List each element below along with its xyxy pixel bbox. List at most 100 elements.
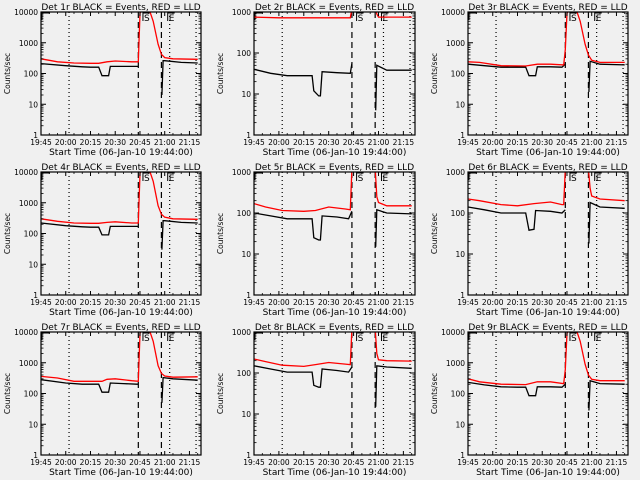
x-tick-label: 19:45 bbox=[30, 138, 52, 147]
y-tick-label: 10000 bbox=[441, 328, 465, 337]
x-tick-label: 20:45 bbox=[556, 458, 578, 467]
y-tick-label: 1000 bbox=[446, 168, 465, 177]
start-marker-label: S bbox=[358, 334, 364, 344]
start-bracket-left bbox=[254, 332, 263, 340]
x-tick-label: 20:30 bbox=[318, 458, 340, 467]
plot-frame bbox=[40, 171, 202, 296]
x-tick-label: 20:00 bbox=[268, 458, 290, 467]
start-marker-bracket bbox=[142, 332, 150, 341]
y-tick-label: 10 bbox=[28, 420, 38, 429]
plot-frame bbox=[253, 171, 416, 296]
chart-title: Det 3r BLACK = Events, RED = LLD bbox=[468, 3, 627, 13]
y-tick-label: 100 bbox=[237, 49, 252, 58]
x-tick-label: 19:45 bbox=[457, 138, 479, 147]
x-tick-label: 20:00 bbox=[55, 458, 77, 467]
y-axis-label: Counts/sec bbox=[3, 53, 12, 94]
start-marker-label: S bbox=[144, 14, 150, 24]
x-axis-label: Start Time (06-Jan-10 19:44:00) bbox=[263, 308, 407, 318]
y-tick-label: 1 bbox=[33, 291, 38, 300]
x-axis-label: Start Time (06-Jan-10 19:44:00) bbox=[49, 468, 193, 478]
x-tick-label: 20:45 bbox=[343, 298, 365, 307]
series-line-lld bbox=[41, 332, 198, 383]
x-tick-label: 19:45 bbox=[243, 458, 265, 467]
x-tick-label: 21:15 bbox=[179, 138, 201, 147]
x-tick-label: 20:45 bbox=[129, 458, 151, 467]
chart-title: Det 9r BLACK = Events, RED = LLD bbox=[468, 323, 627, 333]
end-marker-bracket bbox=[594, 172, 602, 181]
x-axis-label: Start Time (06-Jan-10 19:44:00) bbox=[263, 148, 407, 158]
plot-frame bbox=[467, 11, 629, 136]
x-tick-label: 19:45 bbox=[457, 298, 479, 307]
y-tick-label: 1 bbox=[460, 291, 465, 300]
series-line-lld bbox=[254, 12, 412, 19]
plot-frame bbox=[253, 11, 416, 136]
x-tick-label: 20:00 bbox=[482, 298, 504, 307]
x-tick-label: 20:30 bbox=[104, 138, 126, 147]
y-tick-label: 10 bbox=[241, 410, 251, 419]
x-tick-label: 21:15 bbox=[393, 298, 415, 307]
end-marker-label: E bbox=[169, 14, 175, 24]
chart-title: Det 5r BLACK = Events, RED = LLD bbox=[255, 163, 414, 173]
y-axis-label: Counts/sec bbox=[216, 53, 225, 94]
x-tick-label: 21:15 bbox=[393, 458, 415, 467]
x-tick-label: 20:30 bbox=[531, 298, 553, 307]
series-line-lld bbox=[254, 172, 412, 212]
y-tick-label: 10 bbox=[455, 250, 465, 259]
x-tick-label: 20:00 bbox=[55, 138, 77, 147]
y-tick-label: 10000 bbox=[14, 8, 38, 17]
x-axis-label: Start Time (06-Jan-10 19:44:00) bbox=[476, 308, 620, 318]
end-marker-bracket bbox=[594, 12, 602, 21]
series-line-events bbox=[41, 60, 198, 96]
x-tick-label: 20:30 bbox=[104, 458, 126, 467]
y-tick-label: 10 bbox=[241, 250, 251, 259]
x-tick-label: 20:45 bbox=[556, 138, 578, 147]
y-tick-label: 1 bbox=[246, 131, 251, 140]
y-tick-label: 10 bbox=[455, 100, 465, 109]
y-tick-label: 100 bbox=[451, 390, 466, 399]
plot-frame bbox=[40, 331, 202, 456]
y-tick-label: 1000 bbox=[232, 328, 251, 337]
x-tick-label: 20:00 bbox=[482, 138, 504, 147]
plot-frame bbox=[467, 171, 629, 296]
start-marker-label: S bbox=[571, 14, 577, 24]
x-tick-label: 21:00 bbox=[581, 298, 603, 307]
x-tick-label: 21:15 bbox=[393, 138, 415, 147]
series-line-events bbox=[41, 376, 198, 403]
y-tick-label: 10 bbox=[28, 260, 38, 269]
y-tick-label: 1 bbox=[246, 291, 251, 300]
x-tick-label: 20:00 bbox=[268, 298, 290, 307]
end-marker-bracket bbox=[380, 332, 389, 341]
x-tick-label: 20:45 bbox=[343, 458, 365, 467]
x-tick-label: 21:00 bbox=[154, 138, 176, 147]
x-axis-label: Start Time (06-Jan-10 19:44:00) bbox=[476, 148, 620, 158]
y-tick-label: 1 bbox=[460, 451, 465, 460]
y-tick-label: 1000 bbox=[19, 199, 38, 208]
x-axis-label: Start Time (06-Jan-10 19:44:00) bbox=[49, 308, 193, 318]
x-tick-label: 21:00 bbox=[368, 458, 390, 467]
series-line-events bbox=[468, 201, 625, 244]
end-marker-label: E bbox=[596, 174, 602, 184]
start-marker-bracket bbox=[356, 12, 364, 21]
x-tick-label: 21:15 bbox=[179, 458, 201, 467]
end-marker-label: E bbox=[169, 174, 175, 184]
x-tick-label: 20:15 bbox=[293, 298, 315, 307]
series-line-lld bbox=[468, 172, 625, 207]
x-tick-label: 20:15 bbox=[293, 458, 315, 467]
y-tick-label: 1000 bbox=[19, 39, 38, 48]
x-tick-label: 20:30 bbox=[531, 458, 553, 467]
series-line-events bbox=[468, 60, 625, 93]
y-axis-label: Counts/sec bbox=[216, 213, 225, 254]
start-marker-bracket bbox=[142, 172, 150, 181]
start-bracket-left bbox=[468, 12, 477, 20]
x-tick-label: 21:15 bbox=[606, 138, 628, 147]
y-tick-label: 10 bbox=[241, 90, 251, 99]
y-tick-label: 100 bbox=[451, 209, 466, 218]
y-tick-label: 1 bbox=[33, 131, 38, 140]
plot-frame bbox=[467, 331, 629, 456]
y-tick-label: 100 bbox=[24, 230, 39, 239]
y-tick-label: 100 bbox=[451, 70, 466, 79]
series-line-lld bbox=[254, 332, 412, 368]
